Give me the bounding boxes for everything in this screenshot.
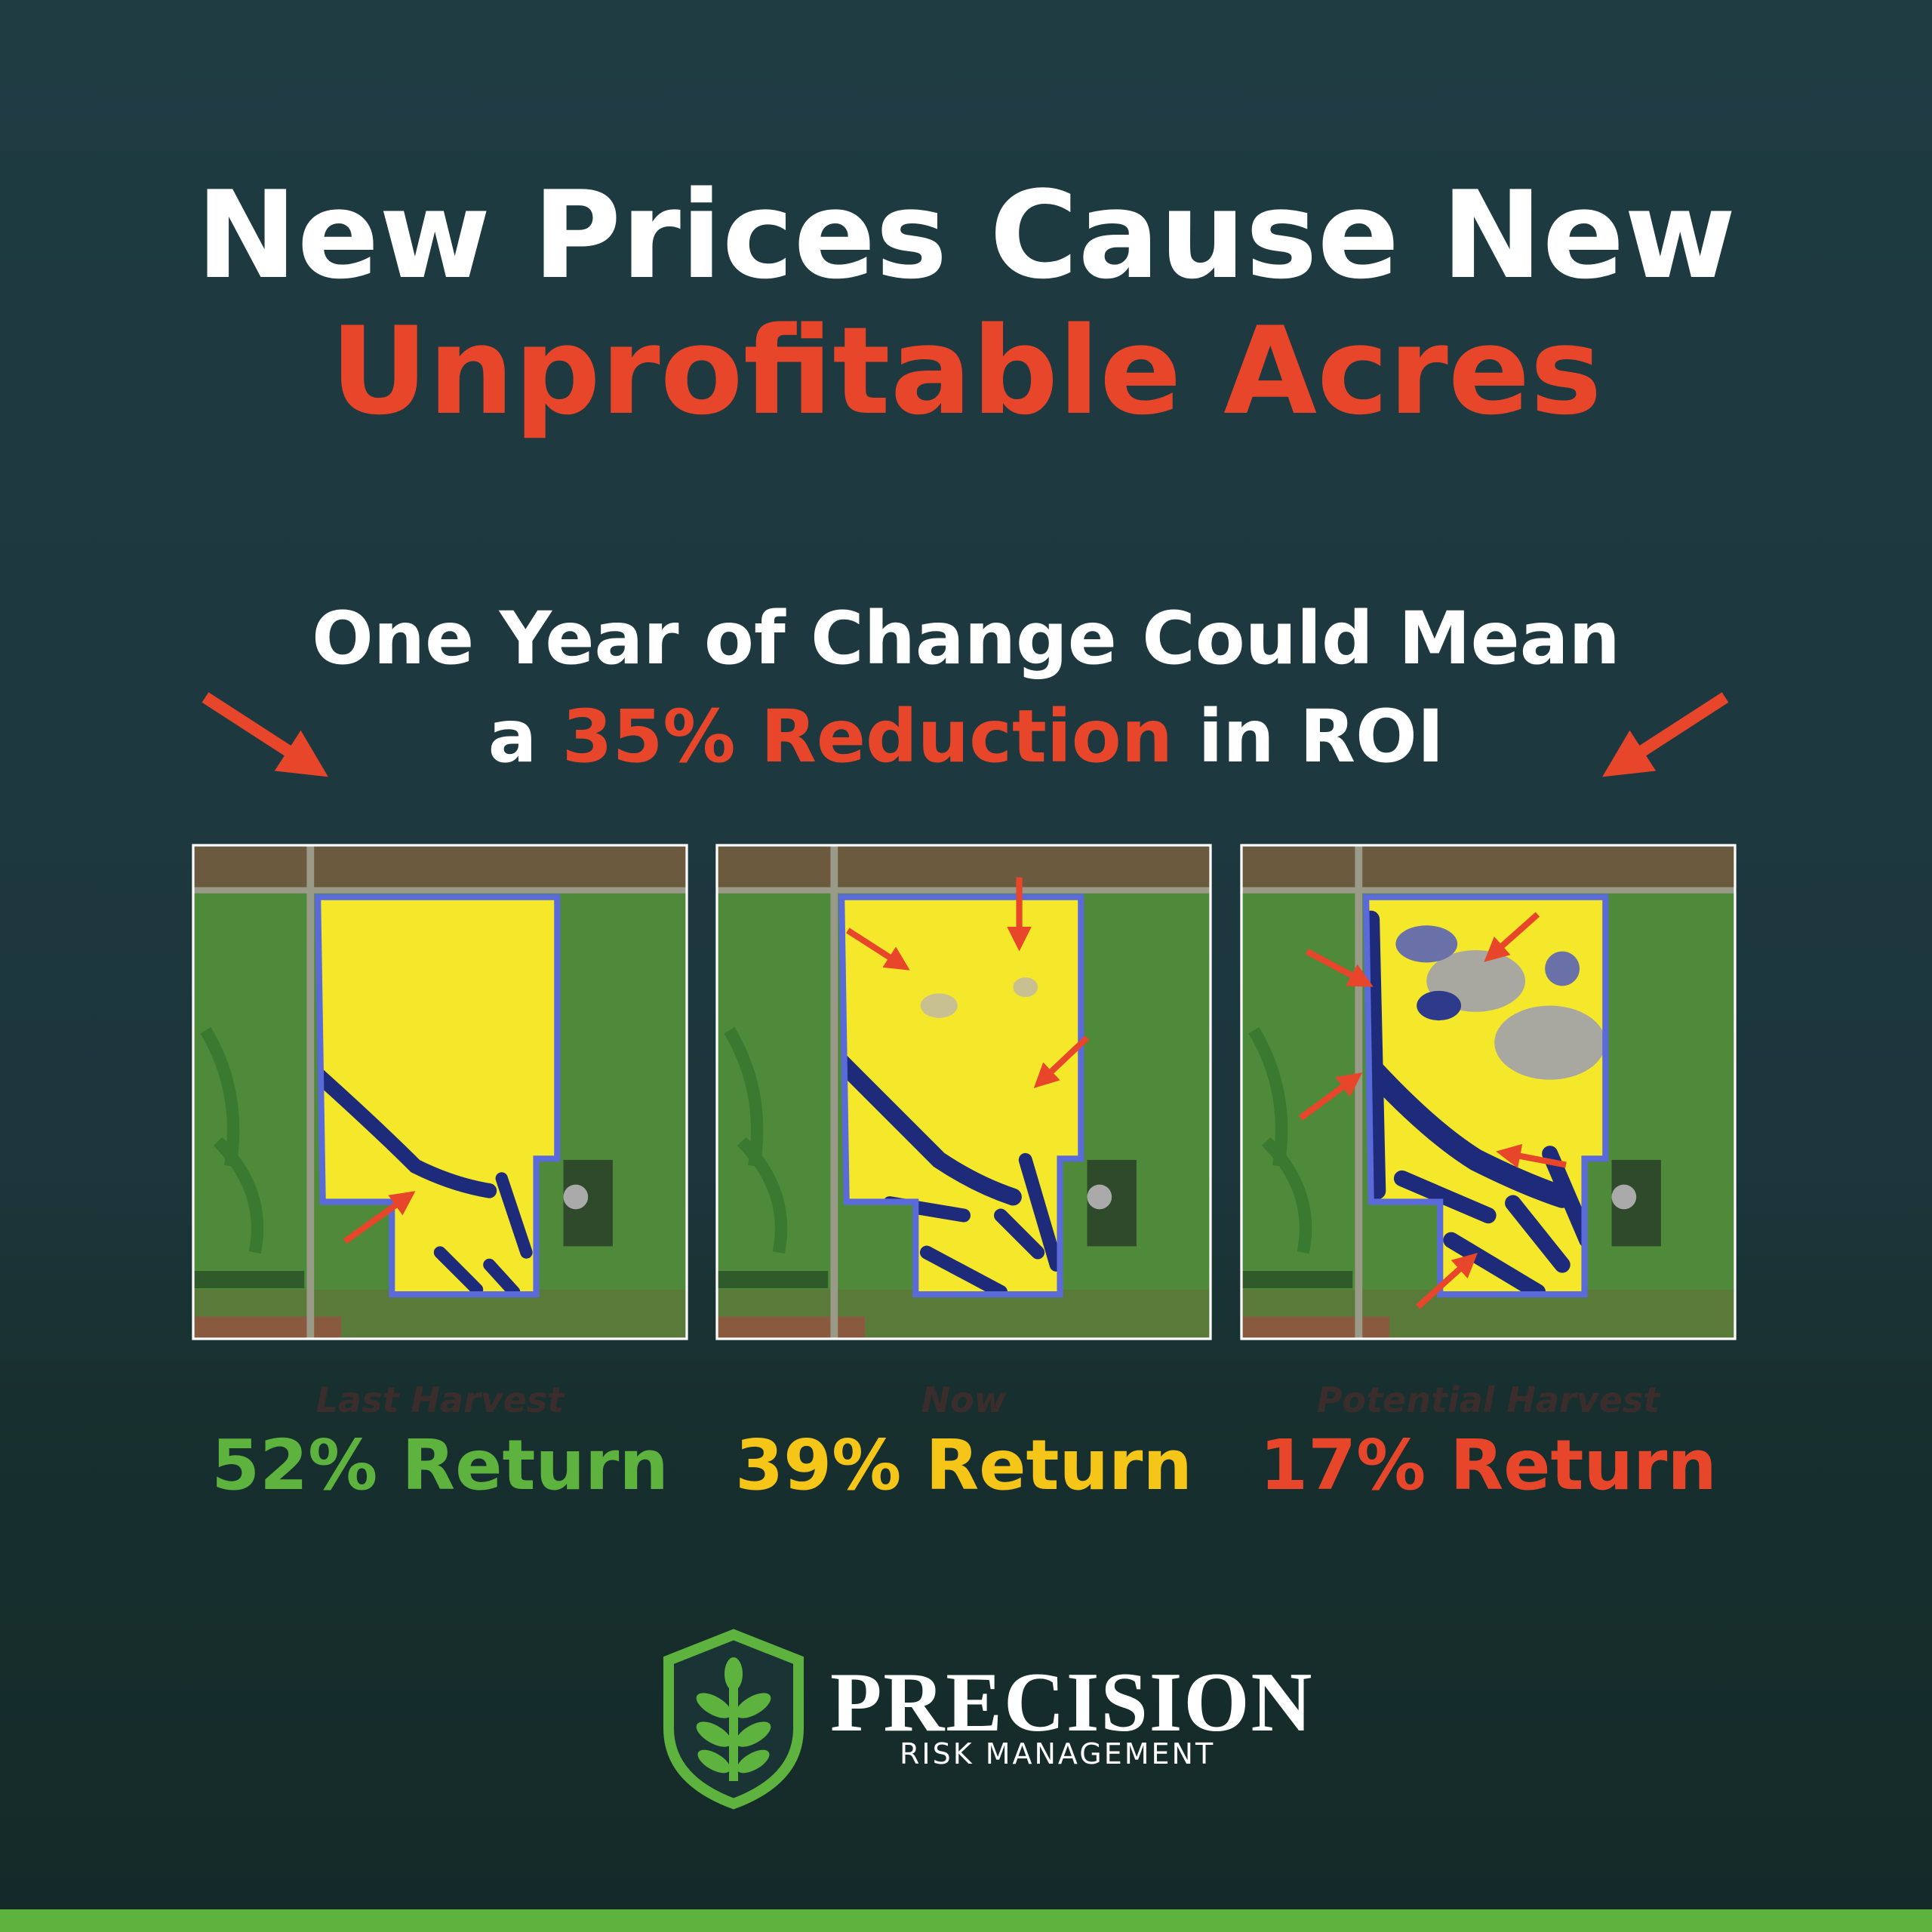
footer-bar — [0, 1909, 1932, 1932]
logo-shield — [663, 1629, 804, 1810]
subtitle-highlight: 35% Reduction — [561, 694, 1174, 779]
title: New Prices Cause New — [195, 165, 1737, 306]
map-panel — [717, 845, 1211, 1339]
logo-name: PRECISION — [830, 1656, 1314, 1749]
subtitle: One Year of Change Could Mean — [312, 596, 1620, 681]
panel-return: 52% Return — [211, 1425, 669, 1506]
map-panel — [193, 845, 687, 1339]
map-panel — [1241, 845, 1735, 1339]
panel-label: Last Harvest — [315, 1380, 565, 1420]
logo-tagline: RISK MANAGEMENT — [900, 1737, 1216, 1770]
panel-return: 39% Return — [735, 1425, 1192, 1506]
subtitle-text: a — [488, 694, 537, 779]
panel-label: Potential Harvest — [1316, 1380, 1660, 1420]
panel-return: 17% Return — [1260, 1425, 1717, 1506]
arrow — [202, 692, 328, 777]
title: Unprofitable Acres — [330, 300, 1602, 441]
subtitle-text: in ROI — [1198, 694, 1444, 779]
arrow — [1602, 692, 1729, 777]
panel-label: Now — [921, 1380, 1007, 1420]
subtitle: a 35% Reduction in ROI — [0, 691, 1932, 782]
